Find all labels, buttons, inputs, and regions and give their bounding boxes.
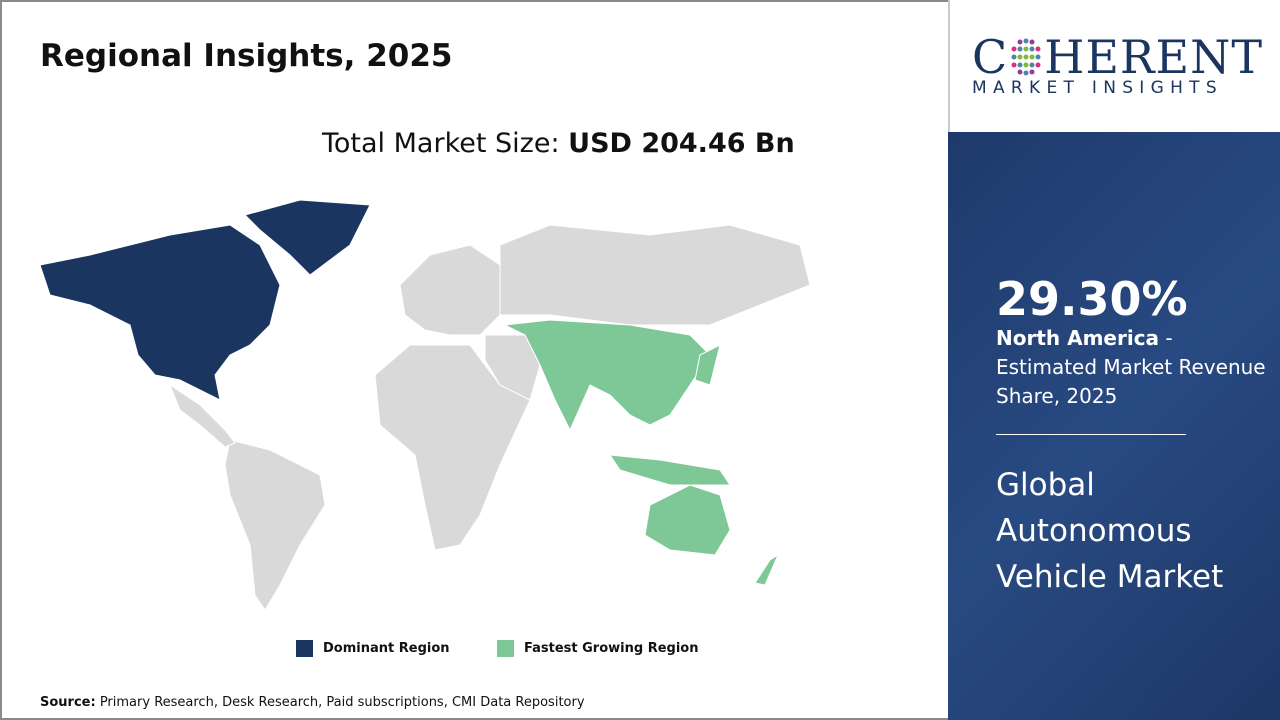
legend-fastest: Fastest Growing Region — [497, 640, 698, 657]
region-southeast-asia — [608, 454, 731, 486]
page-title: Regional Insights, 2025 — [40, 38, 453, 74]
legend-dominant: Dominant Region — [296, 640, 450, 657]
region-greenland — [244, 199, 371, 276]
market-name: Global Autonomous Vehicle Market — [996, 467, 1224, 595]
region-russia — [499, 224, 811, 326]
total-value: USD 204.46 Bn — [568, 128, 795, 159]
legend-label: Dominant Region — [323, 641, 450, 656]
logo: C HERENT MARKET INSIGHTS — [948, 0, 1280, 132]
share-desc-text: - Estimated Market Revenue Share, 2025 — [996, 326, 1266, 408]
source-label: Source: — [40, 695, 96, 710]
region-new-zealand — [754, 553, 780, 586]
logo-wordmark: C HERENT — [972, 30, 1264, 84]
share-percent: 29.30% — [996, 272, 1188, 326]
stat-panel: 29.30% North America - Estimated Market … — [948, 132, 1280, 720]
legend-swatch-fastest — [497, 640, 514, 657]
region-europe — [399, 244, 501, 336]
legend-swatch-dominant — [296, 640, 313, 657]
source-text: Primary Research, Desk Research, Paid su… — [95, 695, 585, 710]
logo-tagline: MARKET INSIGHTS — [972, 78, 1223, 98]
region-central-america — [168, 383, 236, 448]
region-japan — [694, 344, 721, 386]
total-label: Total Market Size: — [322, 128, 569, 159]
source-note: Source: Primary Research, Desk Research,… — [40, 695, 585, 710]
region-south-america — [224, 439, 326, 611]
divider — [996, 434, 1186, 435]
legend-label: Fastest Growing Region — [524, 641, 699, 656]
region-africa — [374, 344, 531, 551]
region-name: North America — [996, 326, 1160, 350]
info-panel: C HERENT MARKET INSIGHTS 29.30% North Am… — [948, 0, 1280, 720]
total-market-size: Total Market Size: USD 204.46 Bn — [322, 128, 795, 159]
region-asia — [503, 319, 711, 432]
world-map — [39, 199, 811, 611]
globe-dots-icon — [1011, 38, 1041, 76]
share-description: North America - Estimated Market Revenue… — [996, 324, 1276, 411]
region-australia — [644, 484, 731, 556]
region-north-america — [39, 224, 281, 401]
